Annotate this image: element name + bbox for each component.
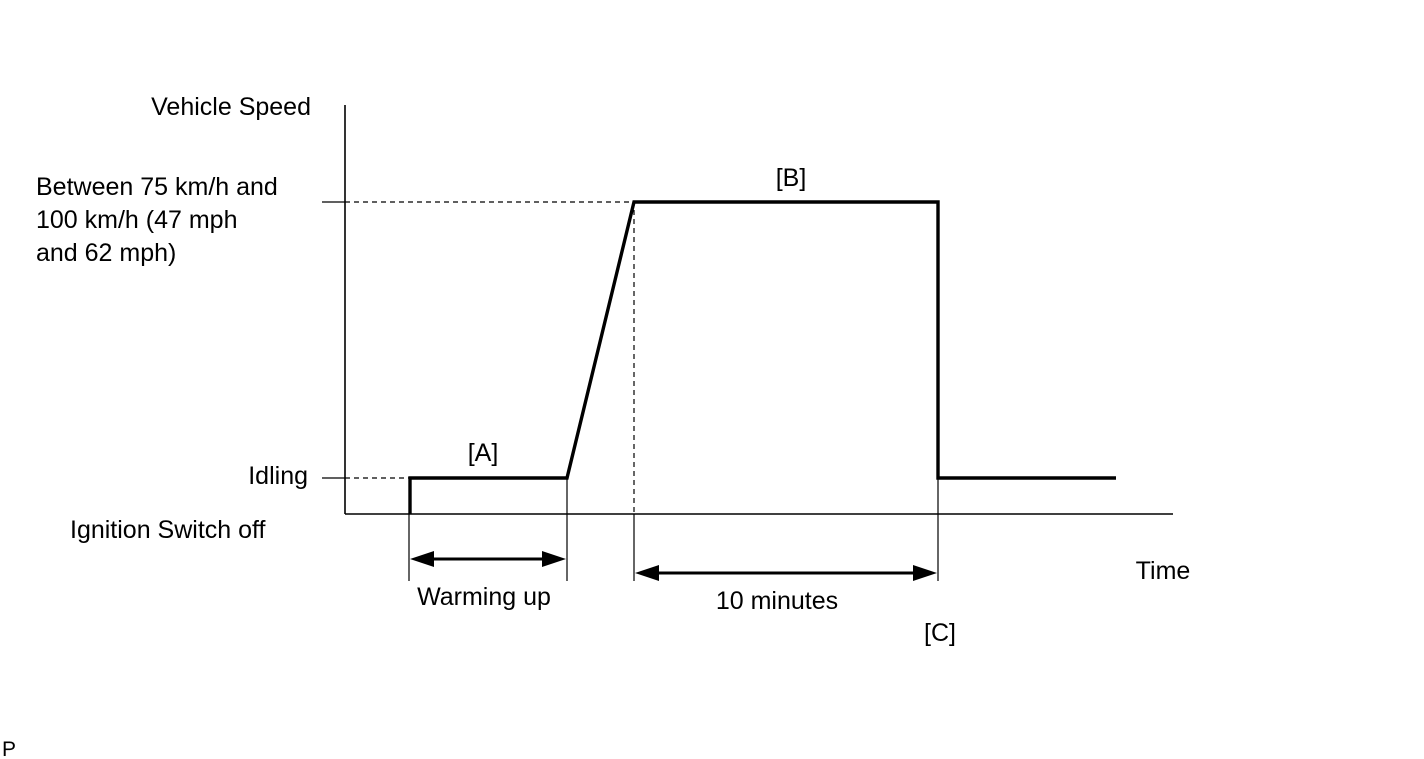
- warming-up-label: Warming up: [417, 583, 551, 611]
- x-axis-label: Time: [1136, 557, 1191, 585]
- corner-mark: P: [2, 738, 16, 759]
- segment-b-label: [B]: [776, 164, 807, 192]
- segment-a-label: [A]: [468, 439, 499, 467]
- warming-up-arrowhead-left: [410, 551, 434, 567]
- duration-arrow: [635, 565, 937, 581]
- speed-profile-line: [408, 200, 1116, 514]
- ignition-off-label: Ignition Switch off: [70, 516, 266, 544]
- high-speed-label-line2: 100 km/h (47 mph: [36, 206, 238, 234]
- warming-up-arrowhead-right: [542, 551, 566, 567]
- point-c-label: [C]: [924, 619, 956, 647]
- duration-arrowhead-left: [635, 565, 659, 581]
- idling-label: Idling: [248, 462, 308, 490]
- duration-arrowhead-right: [913, 565, 937, 581]
- y-axis-label: Vehicle Speed: [151, 93, 311, 121]
- high-speed-label-line1: Between 75 km/h and: [36, 173, 278, 201]
- duration-label: 10 minutes: [716, 587, 838, 615]
- warming-up-arrow: [410, 551, 566, 567]
- high-speed-label-line3: and 62 mph): [36, 239, 176, 267]
